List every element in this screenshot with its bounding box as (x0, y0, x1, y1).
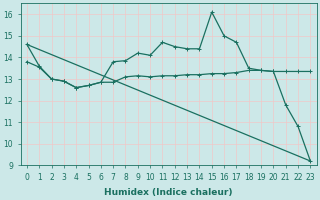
X-axis label: Humidex (Indice chaleur): Humidex (Indice chaleur) (104, 188, 233, 197)
